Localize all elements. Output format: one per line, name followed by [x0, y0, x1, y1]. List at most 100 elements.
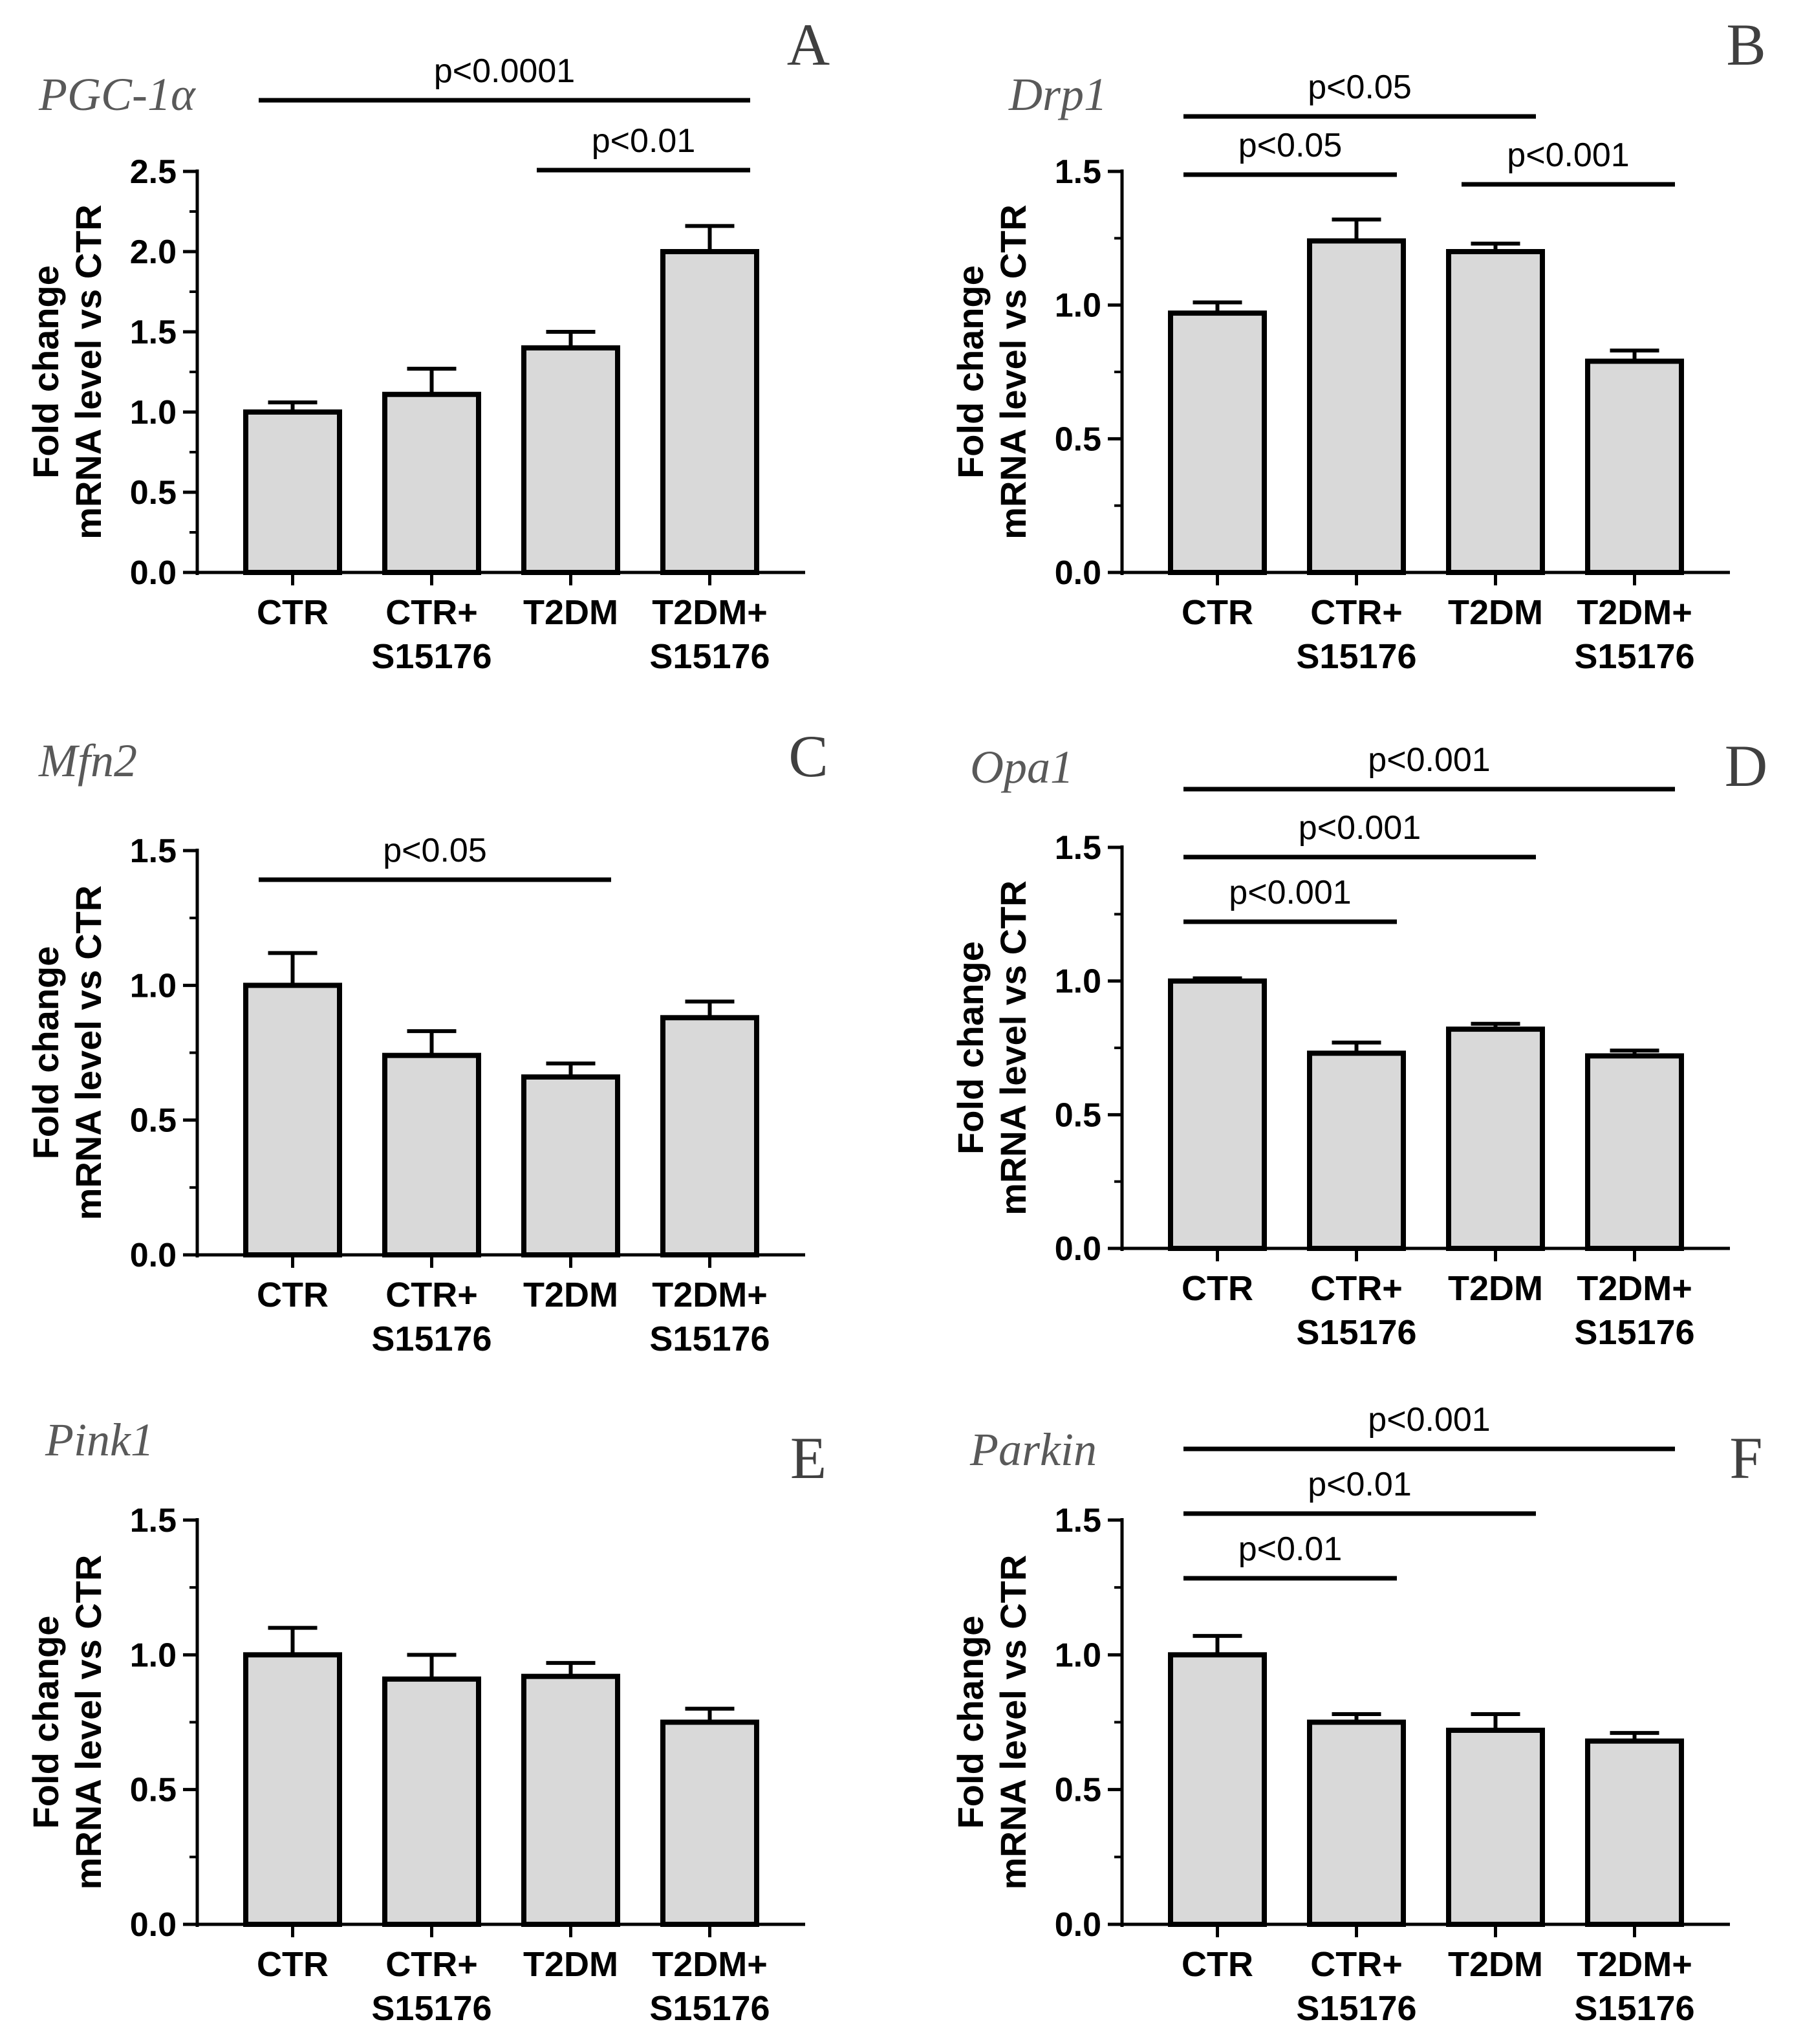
bar: [1446, 249, 1545, 575]
y-tick-label: 1.5: [130, 314, 177, 351]
bar: [660, 1015, 759, 1258]
significance-label: p<0.001: [1368, 741, 1490, 779]
bar: [243, 983, 342, 1258]
x-tick-label: CTR: [257, 593, 329, 632]
bar: [1585, 1053, 1684, 1252]
y-tick-label: 0.0: [130, 554, 177, 592]
panel-letter: C: [788, 723, 828, 789]
y-axis-label: Fold changemRNA level vs CTR: [950, 880, 1033, 1215]
y-tick-label: 0.5: [130, 474, 177, 512]
y-tick-label: 2.5: [130, 153, 177, 191]
bar: [660, 249, 759, 575]
bar: [1307, 238, 1406, 575]
significance-label: p<0.001: [1299, 809, 1421, 847]
x-tick-label: T2DM+ S15176: [649, 1276, 770, 1358]
bar: [660, 1719, 759, 1927]
panel-letter: D: [1725, 733, 1767, 799]
y-tick-label: 1.0: [130, 394, 177, 431]
x-tick-label: CTR: [257, 1945, 329, 1984]
significance-label: p<0.001: [1229, 874, 1351, 911]
y-tick-label: 1.5: [1055, 153, 1101, 191]
y-tick-label: 0.0: [1055, 1230, 1101, 1268]
x-tick-label: T2DM+ S15176: [1574, 1945, 1694, 2028]
bar: [1168, 310, 1267, 575]
bar: [1307, 1050, 1406, 1252]
x-tick-label: CTR: [257, 1276, 329, 1314]
bar: [521, 345, 620, 575]
y-tick-label: 1.5: [130, 1502, 177, 1539]
bar: [521, 1673, 620, 1928]
x-tick-label: CTR: [1182, 1269, 1253, 1308]
y-axis-label: Fold changemRNA level vs CTR: [950, 204, 1033, 539]
y-axis-label: Fold changemRNA level vs CTR: [25, 1555, 109, 1890]
x-tick-label: T2DM: [523, 1276, 618, 1314]
y-tick-label: 0.5: [130, 1772, 177, 1809]
bar: [521, 1074, 620, 1257]
bar: [382, 1676, 481, 1927]
bar: [1585, 1738, 1684, 1928]
panel-c: Mfn2 C Fold changemRNA level vs CTR 0.0 0.5 1…: [25, 723, 828, 1358]
gene-title: Pink1: [45, 1414, 154, 1466]
significance-label: p<0.001: [1507, 136, 1629, 174]
bar: [243, 1652, 342, 1927]
panel-e: Pink1 E Fold changemRNA level vs CTR 0.0 0.5…: [25, 1414, 826, 2028]
panel-letter: E: [790, 1425, 826, 1491]
bar: [243, 409, 342, 575]
significance-label: p<0.01: [1238, 1530, 1343, 1568]
y-tick-label: 1.0: [1055, 1636, 1101, 1674]
bar: [1446, 1027, 1545, 1251]
bar: [1446, 1728, 1545, 1927]
gene-title: Opa1: [970, 741, 1074, 793]
significance-label: p<0.05: [1308, 69, 1412, 106]
x-tick-label: CTR+ S15176: [371, 593, 491, 676]
significance-label: p<0.05: [1238, 127, 1343, 164]
x-tick-label: T2DM: [1448, 1269, 1543, 1308]
panel-letter: A: [787, 12, 830, 78]
x-tick-label: CTR+ S15176: [1296, 1945, 1416, 2028]
y-tick-label: 0.5: [1055, 1096, 1101, 1134]
x-tick-label: CTR+ S15176: [1296, 1269, 1416, 1352]
y-tick-label: 1.0: [1055, 287, 1101, 325]
bar: [382, 391, 481, 575]
gene-title: PGC-1α: [38, 69, 196, 120]
significance-label: p<0.01: [1308, 1466, 1412, 1503]
x-tick-label: CTR+ S15176: [1296, 593, 1416, 676]
y-tick-label: 2.0: [130, 234, 177, 271]
x-tick-label: T2DM+ S15176: [649, 593, 770, 676]
gene-title: Parkin: [969, 1424, 1097, 1475]
gene-title: Drp1: [1008, 69, 1107, 120]
x-tick-label: T2DM: [1448, 593, 1543, 632]
bar: [1168, 1652, 1267, 1927]
significance-label: p<0.05: [383, 832, 487, 869]
panel-letter: F: [1729, 1425, 1762, 1491]
y-tick-label: 0.0: [1055, 1906, 1101, 1944]
y-tick-label: 1.5: [130, 832, 177, 870]
y-tick-label: 1.0: [130, 967, 177, 1005]
x-tick-label: T2DM: [523, 1945, 618, 1984]
y-tick-label: 1.0: [1055, 963, 1101, 1001]
x-tick-label: CTR: [1182, 593, 1253, 632]
bar: [1168, 978, 1267, 1251]
x-tick-label: T2DM: [1448, 1945, 1543, 1984]
y-tick-label: 0.5: [1055, 420, 1101, 458]
y-axis-label: Fold changemRNA level vs CTR: [950, 1555, 1033, 1890]
y-tick-label: 1.0: [130, 1636, 177, 1674]
y-tick-label: 0.5: [1055, 1772, 1101, 1809]
y-axis-label: Fold changemRNA level vs CTR: [25, 886, 109, 1221]
panel-f: Parkin F Fold changemRNA level vs CTR 0.0 0.…: [950, 1401, 1763, 2028]
x-tick-label: T2DM+ S15176: [649, 1945, 770, 2028]
y-tick-label: 0.0: [1055, 554, 1101, 592]
x-tick-label: CTR+ S15176: [371, 1945, 491, 2028]
x-tick-label: T2DM: [523, 593, 618, 632]
y-axis-label: Fold changemRNA level vs CTR: [25, 204, 109, 539]
bar: [1307, 1719, 1406, 1927]
y-tick-label: 0.5: [130, 1102, 177, 1140]
panel-b: Drp1 B Fold changemRNA level vs CTR 0.0 0.5 1…: [950, 12, 1766, 676]
significance-label: p<0.0001: [434, 52, 575, 90]
x-tick-label: T2DM+ S15176: [1574, 593, 1694, 676]
gene-title: Mfn2: [38, 735, 137, 787]
bar: [1585, 358, 1684, 575]
panel-d: Opa1 D Fold changemRNA level vs CTR 0.0 0.5 1…: [950, 733, 1767, 1352]
bar: [382, 1052, 481, 1257]
